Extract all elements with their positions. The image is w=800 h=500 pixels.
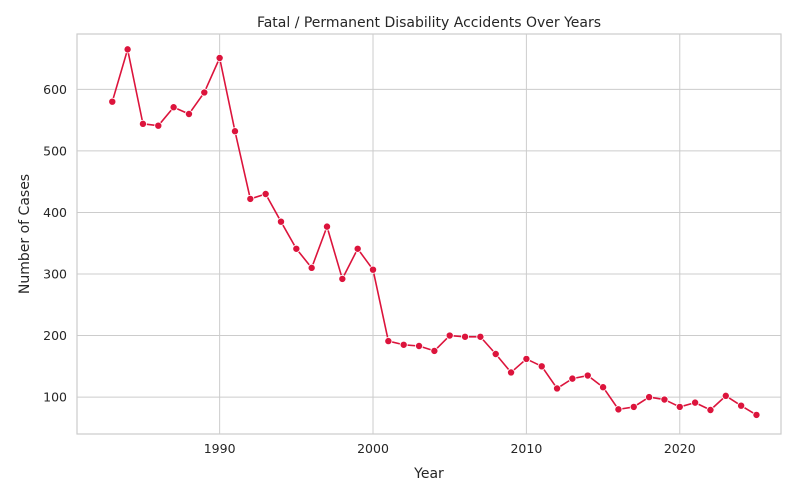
data-point [752,410,761,419]
data-point [476,332,485,341]
data-point [691,398,700,407]
chart-title: Fatal / Permanent Disability Accidents O… [257,15,601,31]
y-tick-label: 100 [43,390,67,405]
data-point [721,391,730,400]
data-point [415,341,424,350]
data-point [307,263,316,272]
x-tick-label: 2020 [664,441,696,456]
data-point [660,395,669,404]
plot-frame [76,33,782,435]
y-tick-label: 600 [43,82,67,97]
data-point [583,371,592,380]
data-point [338,274,347,283]
grid-lines [77,34,781,434]
y-tick-label: 200 [43,328,67,343]
y-tick-label: 300 [43,267,67,282]
series-line [111,48,757,416]
data-point [675,402,684,411]
x-tick-label: 1990 [204,441,236,456]
data-point [323,222,332,231]
data-point [169,103,178,112]
data-point [276,217,285,226]
data-point [138,119,147,128]
data-point [522,354,531,363]
data-point [215,54,224,63]
data-point [230,127,239,136]
data-point [645,393,654,402]
data-point [430,346,439,355]
y-tick-label: 400 [43,205,67,220]
data-point [491,349,500,358]
data-point [369,265,378,274]
data-point [353,244,362,253]
data-point [200,88,209,97]
data-point [553,384,562,393]
data-point [108,97,117,106]
y-axis-label: Number of Cases [17,174,33,294]
data-point [599,383,608,392]
data-point [537,362,546,371]
data-point [292,244,301,253]
data-point [706,405,715,414]
tick-labels: 1990 2000 2010 2020 100 200 300 400 500 600 [43,82,696,456]
x-tick-label: 2010 [510,441,542,456]
data-point [445,331,454,340]
series [108,45,761,419]
data-point [399,340,408,349]
data-point [629,402,638,411]
data-point [507,368,516,377]
data-point [261,189,270,198]
data-point [184,110,193,119]
data-point [461,332,470,341]
data-point [614,405,623,414]
x-tick-label: 2000 [357,441,389,456]
data-point [737,401,746,410]
y-tick-label: 500 [43,143,67,158]
data-point [384,337,393,346]
data-point [246,194,255,203]
data-point [123,45,132,54]
data-point [568,374,577,383]
data-point [154,121,163,130]
x-axis-label: Year [413,466,444,482]
